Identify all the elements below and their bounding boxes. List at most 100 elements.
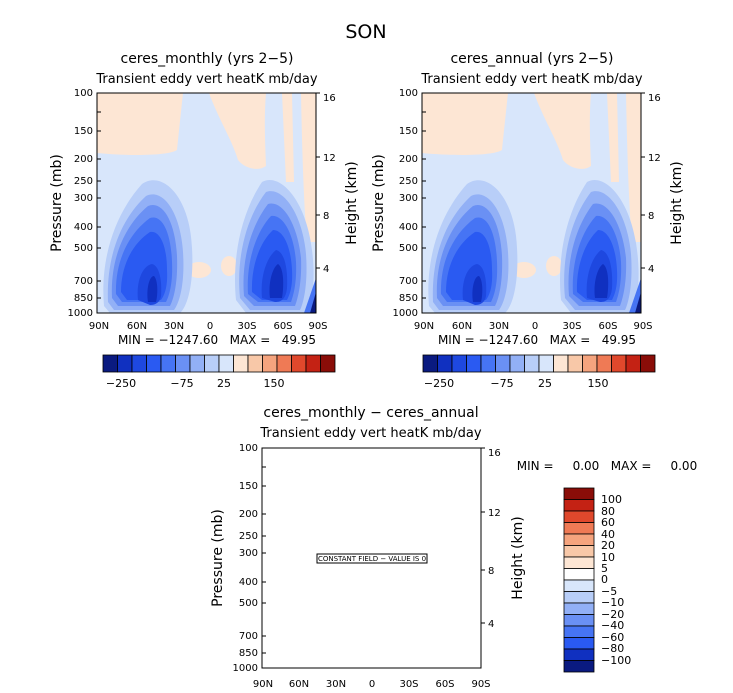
colorbar-label: 150 <box>264 377 285 390</box>
colorbar-swatch <box>102 354 118 373</box>
colorbar-swatch <box>466 354 482 373</box>
x-tick-label: 90N <box>414 321 434 332</box>
colorbar-swatch <box>563 579 595 592</box>
stats-text: MIN = 0.00 MAX = 0.00 <box>517 459 697 473</box>
stats-text: MIN = −1247.60 MAX = 49.95 <box>438 333 636 347</box>
colorbar-swatch <box>451 354 467 373</box>
colorbar-label: 25 <box>217 377 231 390</box>
y-tick-label: 1000 <box>393 308 418 319</box>
y2-tick-labels: 16 12 8 4 <box>648 93 661 275</box>
x-tick-label: 60N <box>127 321 147 332</box>
y-axis-label: Pressure (mb) <box>49 154 65 252</box>
panel-title: ceres_monthly (yrs 2−5) <box>121 51 294 67</box>
colorbar-swatch <box>291 354 307 373</box>
colorbar-labels: −250 −75 25 150 <box>424 377 609 390</box>
colorbar-label: 5 <box>601 562 608 575</box>
colorbar-swatch <box>582 354 598 373</box>
y-tick-label: 400 <box>74 222 93 233</box>
colorbar-swatch <box>563 556 595 569</box>
panel-subtitle: Transient eddy vert heatK mb/day <box>420 72 642 87</box>
colorbar-swatch <box>233 354 249 373</box>
colorbar <box>102 354 336 373</box>
colorbar-swatch <box>611 354 627 373</box>
colorbar-swatch <box>563 602 595 615</box>
annotation-box: CONSTANT FIELD − VALUE IS 0 <box>316 553 428 564</box>
panel-subtitle: Transient eddy vert heatK mb/day <box>95 72 317 87</box>
x-tick-label: 60N <box>452 321 472 332</box>
colorbar-swatch <box>495 354 511 373</box>
x-tick-label: 30N <box>489 321 509 332</box>
colorbar-swatch <box>262 354 278 373</box>
colorbar-swatch <box>596 354 612 373</box>
colorbar-swatch <box>305 354 321 373</box>
y-tick-label: 1000 <box>68 308 93 319</box>
y-tick-label: 250 <box>74 176 93 187</box>
colorbar-swatch <box>422 354 438 373</box>
y-axis-label: Pressure (mb) <box>371 154 387 252</box>
y-tick-label: 500 <box>399 243 418 254</box>
colorbar-swatch <box>524 354 540 373</box>
y-tick-label: 300 <box>399 193 418 204</box>
colorbar-swatch <box>563 533 595 546</box>
colorbar-swatch <box>480 354 496 373</box>
colorbar-swatch <box>218 354 234 373</box>
y2-tick-label: 16 <box>648 93 661 104</box>
y2-axis-label: Height (km) <box>669 161 685 244</box>
panel-title: ceres_monthly − ceres_annual <box>263 405 478 421</box>
y-axis-label: Pressure (mb) <box>210 509 226 607</box>
colorbar-label: 20 <box>601 539 615 552</box>
annotation-text: CONSTANT FIELD − VALUE IS 0 <box>318 555 426 563</box>
colorbar-swatch <box>160 354 176 373</box>
y2-tick-label: 4 <box>488 619 494 630</box>
x-tick-label: 90S <box>308 321 327 332</box>
x-tick-labels: 90N 60N 30N 0 30S 60S 90S <box>414 321 653 332</box>
colorbar-swatch <box>247 354 263 373</box>
axis-ticks <box>262 447 485 654</box>
colorbar-label: 10 <box>601 551 615 564</box>
y-tick-labels: 100 150 200 250 300 400 500 700 850 1000 <box>233 443 258 674</box>
colorbar-swatch <box>117 354 133 373</box>
y-tick-label: 700 <box>399 276 418 287</box>
colorbar-label: 80 <box>601 505 615 518</box>
y2-tick-labels: 16 12 8 4 <box>323 93 336 275</box>
colorbar-label: −20 <box>601 608 624 621</box>
x-tick-label: 90N <box>89 321 109 332</box>
y2-tick-labels: 16 12 8 4 <box>488 448 501 630</box>
y2-axis-label: Height (km) <box>344 161 360 244</box>
y-tick-labels: 100 150 200 250 300 400 500 700 850 1000 <box>393 88 418 319</box>
y-tick-label: 850 <box>399 293 418 304</box>
x-tick-label: 90S <box>633 321 652 332</box>
panel-monthly: ceres_monthly (yrs 2−5) Transient eddy v… <box>49 51 360 390</box>
y-tick-label: 850 <box>239 648 258 659</box>
x-tick-label: 30S <box>562 321 581 332</box>
y-tick-label: 700 <box>74 276 93 287</box>
y-tick-label: 200 <box>74 154 93 165</box>
figure-title: SON <box>345 21 386 43</box>
y-tick-label: 100 <box>74 88 93 99</box>
colorbar-label: 25 <box>538 377 552 390</box>
colorbar-swatch <box>320 354 336 373</box>
stats-text: MIN = −1247.60 MAX = 49.95 <box>118 333 316 347</box>
colorbar-label: 150 <box>588 377 609 390</box>
colorbar-swatch <box>563 648 595 661</box>
colorbar-swatch <box>563 660 595 673</box>
y-tick-label: 150 <box>399 126 418 137</box>
colorbar-swatch <box>563 614 595 627</box>
x-tick-label: 60S <box>435 679 454 690</box>
y2-tick-label: 8 <box>323 211 329 222</box>
colorbar-swatch <box>563 568 595 581</box>
colorbar-swatch <box>146 354 162 373</box>
colorbar-label: −250 <box>106 377 136 390</box>
colorbar-swatch <box>563 499 595 512</box>
x-tick-label: 30N <box>164 321 184 332</box>
y-tick-label: 500 <box>239 598 258 609</box>
colorbar-swatch <box>131 354 147 373</box>
x-tick-label: 0 <box>207 321 213 332</box>
y-tick-label: 150 <box>239 481 258 492</box>
colorbar-label: −80 <box>601 642 624 655</box>
colorbar-swatch <box>563 637 595 650</box>
plot-frame <box>421 92 642 314</box>
y-tick-label: 700 <box>239 631 258 642</box>
panel-difference: ceres_monthly − ceres_annual Transient e… <box>210 405 697 690</box>
axis-ticks <box>422 92 645 299</box>
